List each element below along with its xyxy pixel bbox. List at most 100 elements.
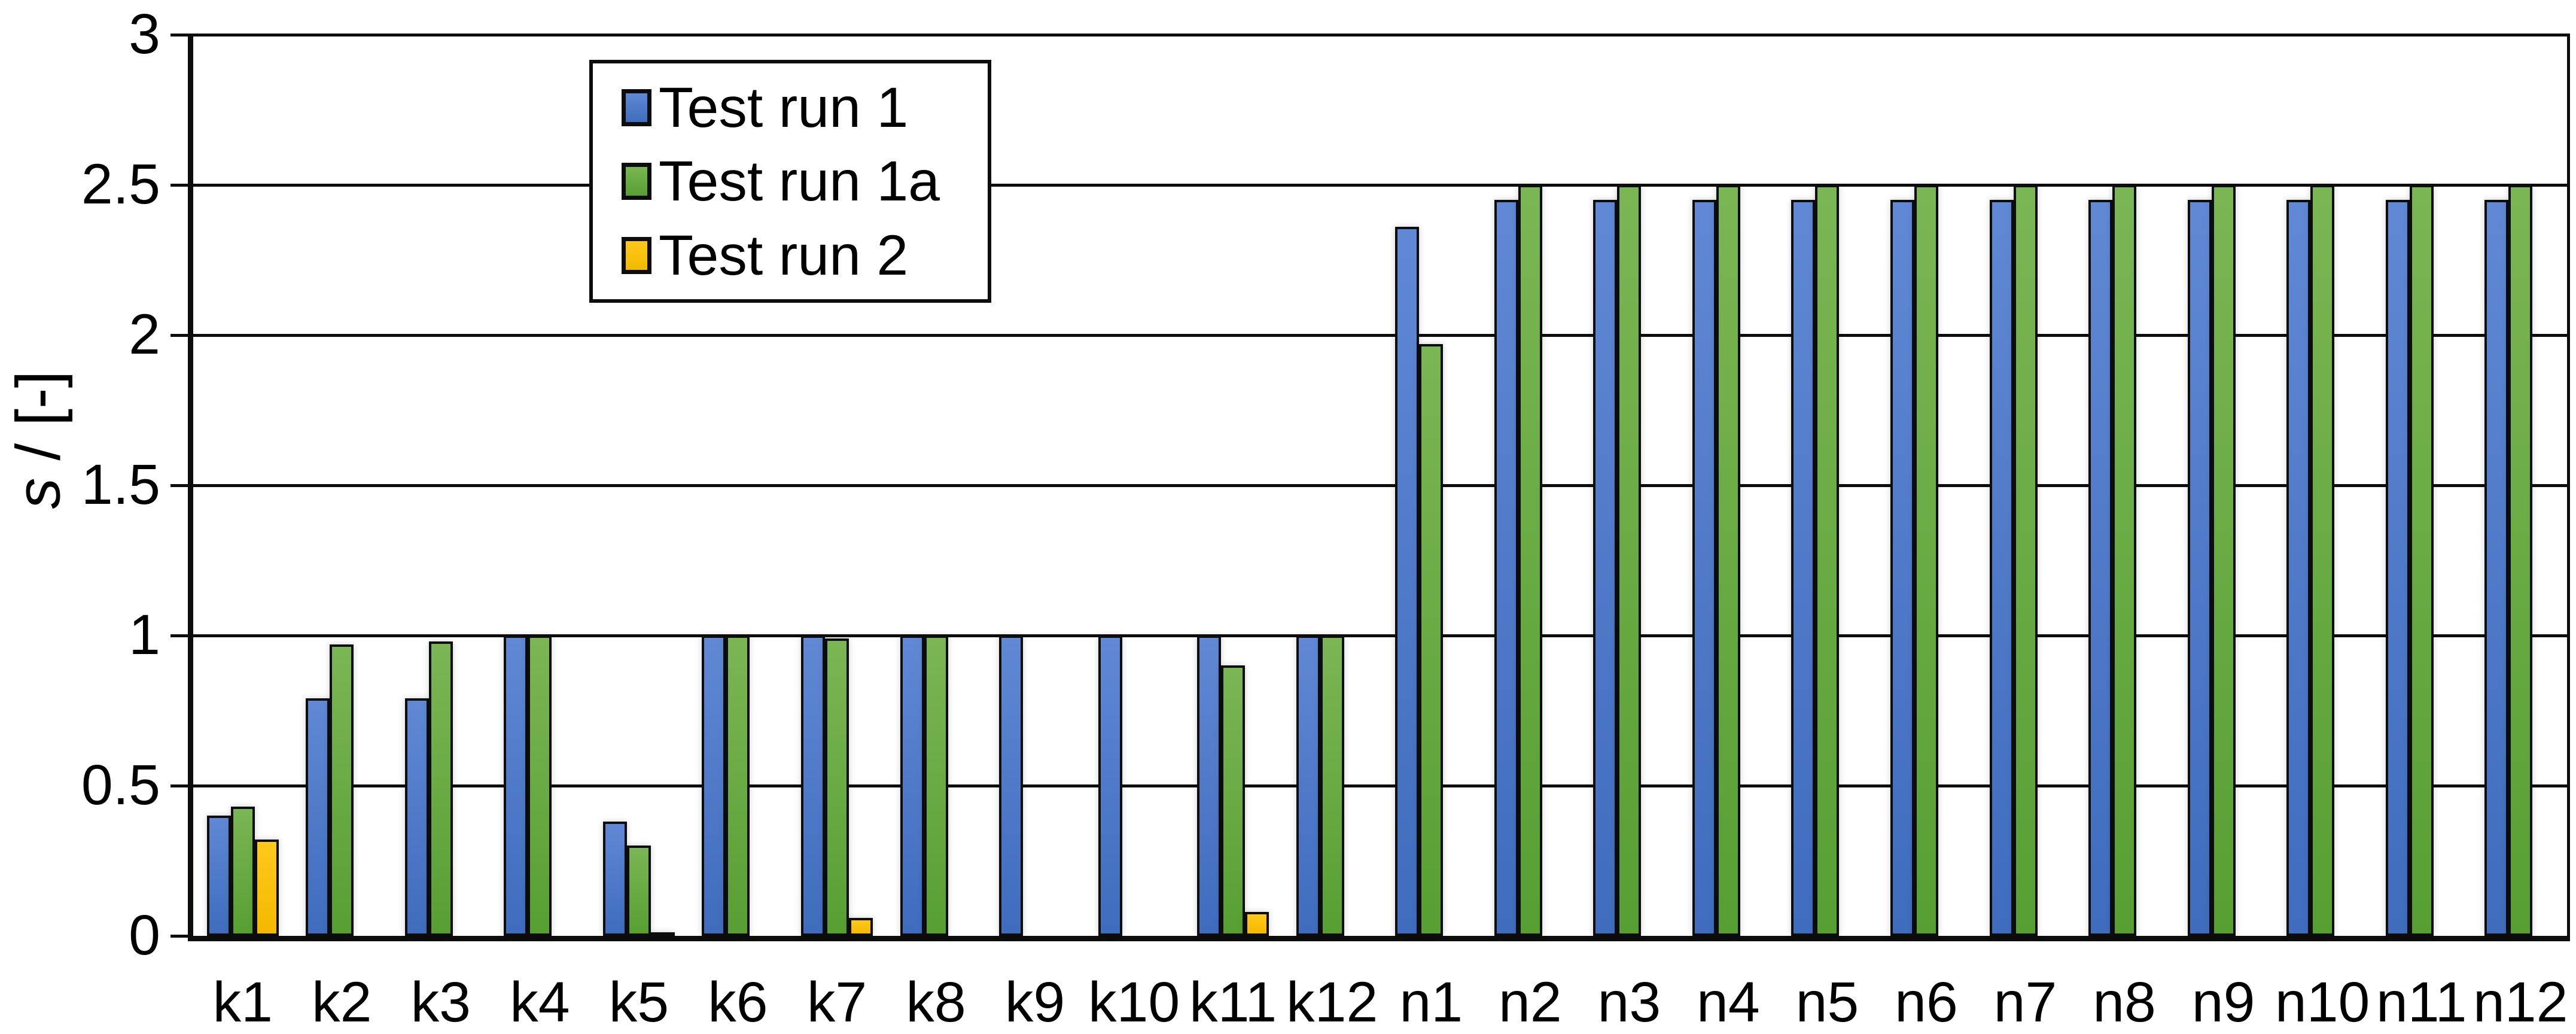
x-axis-category-label: n1	[1399, 971, 1463, 1034]
x-axis-category-label: n4	[1697, 971, 1760, 1034]
x-axis-category-label: k7	[806, 971, 867, 1034]
x-axis-category-label: k2	[312, 971, 372, 1034]
x-axis-category-label: n7	[1993, 971, 2057, 1034]
legend-item-test-run-2: Test run 2	[622, 226, 988, 285]
bar-k3-test-run-1a	[428, 641, 453, 936]
bar-k10-test-run-1	[1098, 635, 1122, 936]
x-axis-category-label: k4	[510, 971, 570, 1034]
bar-n9-test-run-1	[2187, 200, 2212, 936]
y-axis-tick-label: 1	[129, 603, 160, 667]
x-axis-category-label: k12	[1286, 971, 1378, 1034]
bar-k1-test-run-1	[206, 816, 231, 936]
x-axis-category-label: k5	[608, 971, 669, 1034]
y-axis-tick-label: 0	[129, 904, 160, 967]
bar-n11-test-run-1a	[2409, 185, 2434, 936]
bar-k2-test-run-1a	[330, 644, 354, 936]
bar-n3-test-run-1	[1593, 200, 1618, 936]
bar-k12-test-run-1a	[1320, 635, 1344, 936]
x-axis-category-label: n6	[1895, 971, 1958, 1034]
legend-swatch-icon	[622, 89, 651, 126]
bar-n3-test-run-1a	[1617, 185, 1642, 936]
x-axis-category-label: k6	[708, 971, 768, 1034]
x-axis-category-label: k3	[410, 971, 471, 1034]
bar-n1-test-run-1	[1395, 227, 1420, 936]
y-axis-tick-label: 1.5	[81, 453, 160, 516]
x-axis-category-label: n11	[2376, 971, 2467, 1034]
x-axis-category-label: n3	[1597, 971, 1661, 1034]
bar-k7-test-run-2	[849, 917, 873, 936]
x-axis-category-label: n12	[2473, 971, 2568, 1034]
bar-k5-test-run-1	[602, 822, 627, 936]
bar-k6-test-run-1	[702, 635, 726, 936]
x-axis-category-label: n2	[1498, 971, 1562, 1034]
bar-k3-test-run-1	[404, 698, 429, 936]
bar-k8-test-run-1a	[924, 635, 948, 936]
bar-k2-test-run-1	[306, 698, 330, 936]
bar-n8-test-run-1a	[2112, 185, 2137, 936]
y-axis-line	[188, 34, 193, 941]
x-axis-category-label: n8	[2093, 971, 2156, 1034]
bar-n6-test-run-1	[1890, 200, 1914, 936]
bar-k11-test-run-1a	[1221, 665, 1246, 936]
x-axis-line	[193, 936, 2570, 941]
gridline-y-3	[193, 34, 2570, 37]
x-axis-category-label: k11	[1189, 971, 1277, 1034]
gridline-y-1.5	[193, 484, 2570, 487]
bar-n2-test-run-1a	[1518, 185, 1542, 936]
bar-n4-test-run-1a	[1716, 185, 1740, 936]
x-axis-category-label: k10	[1088, 971, 1180, 1034]
x-axis-category-label: k9	[1004, 971, 1065, 1034]
bar-k4-test-run-1	[504, 635, 528, 936]
x-axis-category-label: n5	[1795, 971, 1859, 1034]
bar-k7-test-run-1	[801, 635, 826, 936]
y-axis-tick	[170, 484, 193, 487]
bar-n11-test-run-1	[2385, 200, 2410, 936]
bar-k11-test-run-2	[1245, 911, 1269, 936]
legend-item-test-run-1a: Test run 1a	[622, 151, 988, 211]
legend: Test run 1 Test run 1a Test run 2	[589, 60, 991, 303]
legend-item-test-run-1: Test run 1	[622, 78, 988, 138]
gridline-y-2	[193, 334, 2570, 337]
bar-k1-test-run-2	[254, 840, 279, 936]
bar-n7-test-run-1	[1989, 200, 2014, 936]
legend-swatch-icon	[622, 236, 651, 274]
bar-k8-test-run-1	[900, 635, 924, 936]
x-axis-category-label: n9	[2191, 971, 2255, 1034]
x-axis-category-label: k8	[906, 971, 966, 1034]
gridline-y-2.5	[193, 184, 2570, 187]
bar-k9-test-run-1	[999, 635, 1024, 936]
y-axis-tick	[170, 184, 193, 187]
legend-label: Test run 2	[659, 223, 909, 287]
y-axis-tick	[170, 935, 193, 938]
y-axis-tick	[170, 784, 193, 787]
y-axis-tick-label: 2.5	[81, 153, 160, 216]
bar-k7-test-run-1a	[825, 638, 849, 936]
gridline-y-0.5	[193, 784, 2570, 787]
bar-k5-test-run-1a	[626, 846, 651, 936]
bar-n7-test-run-1a	[2013, 185, 2038, 936]
bar-k4-test-run-1a	[528, 635, 552, 936]
y-axis-tick	[170, 334, 193, 337]
bar-n12-test-run-1a	[2508, 185, 2533, 936]
bar-n5-test-run-1a	[1815, 185, 1840, 936]
bar-n10-test-run-1a	[2310, 185, 2335, 936]
legend-swatch-icon	[622, 163, 651, 200]
bar-k1-test-run-1a	[230, 807, 255, 936]
bar-n8-test-run-1	[2088, 200, 2113, 936]
bar-n2-test-run-1	[1494, 200, 1518, 936]
bar-k11-test-run-1	[1197, 635, 1222, 936]
bar-n4-test-run-1	[1692, 200, 1716, 936]
y-axis-tick	[170, 634, 193, 637]
bar-n1-test-run-1a	[1419, 344, 1444, 936]
bar-n5-test-run-1	[1791, 200, 1816, 936]
bar-n9-test-run-1a	[2211, 185, 2236, 936]
bar-k12-test-run-1	[1296, 635, 1320, 936]
legend-label: Test run 1	[659, 75, 909, 139]
y-axis-tick-label: 3	[129, 2, 160, 66]
y-axis-tick	[170, 34, 193, 37]
bar-k5-test-run-2	[650, 932, 675, 937]
bar-n6-test-run-1a	[1914, 185, 1938, 936]
bar-n10-test-run-1	[2286, 200, 2311, 936]
